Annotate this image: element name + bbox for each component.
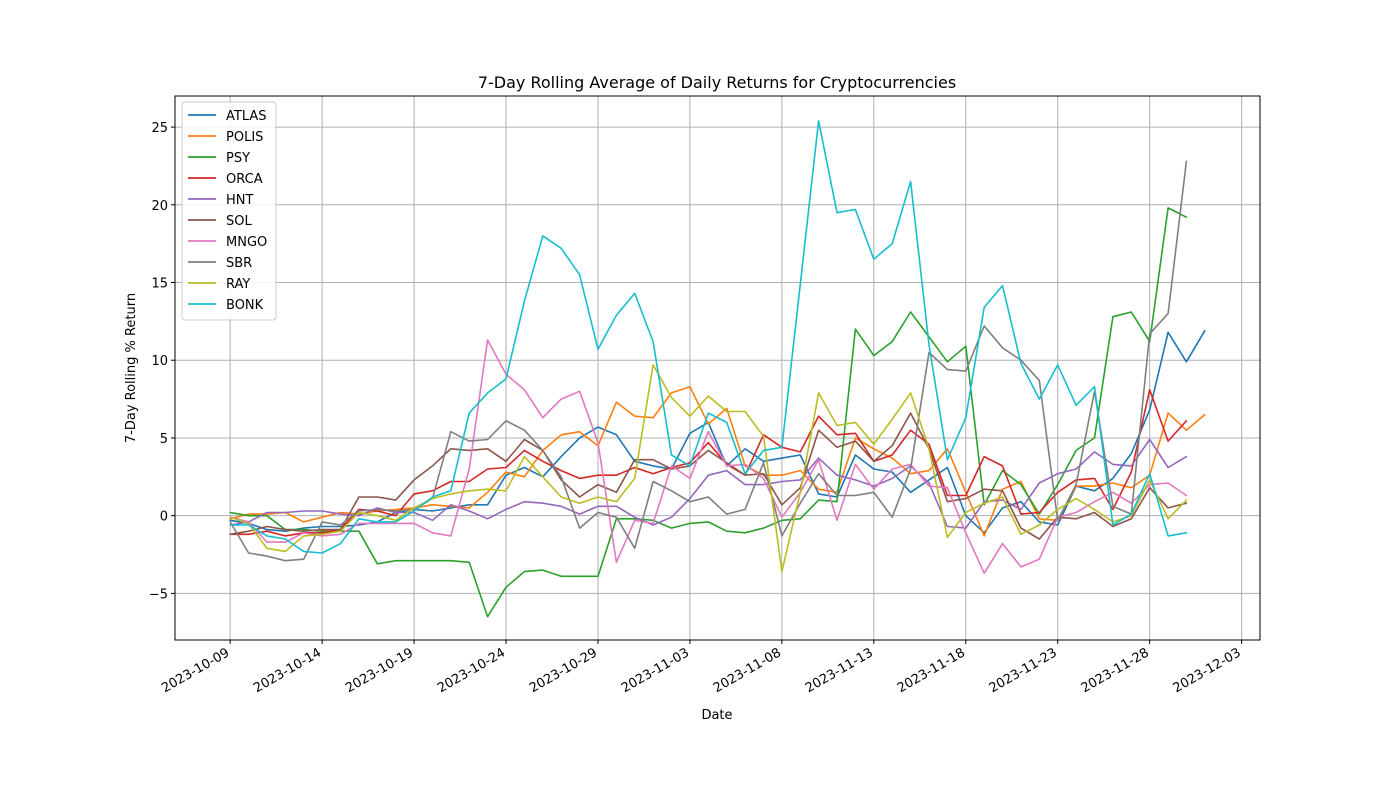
y-axis: −5 0 5 10 15 20 25: [149, 121, 175, 602]
legend-label: SBR: [226, 256, 252, 271]
y-axis-label: 7-Day Rolling % Return: [124, 293, 139, 443]
y-tick-label: 15: [151, 277, 168, 292]
series-line-bonk: [229, 120, 1188, 554]
series-line-ray: [229, 364, 1188, 573]
y-tick-label: 0: [160, 510, 168, 525]
legend-label: POLIS: [226, 130, 263, 145]
legend-label: ATLAS: [226, 109, 267, 124]
legend-label: PSY: [226, 151, 250, 166]
legend-label: SOL: [226, 214, 252, 229]
y-tick-label: 10: [151, 354, 168, 369]
legend-label: ORCA: [226, 172, 263, 187]
legend-label: MNGO: [226, 235, 267, 250]
chart-title: 7-Day Rolling Average of Daily Returns f…: [478, 73, 956, 92]
legend-label: BONK: [226, 298, 264, 313]
y-tick-label: 5: [160, 432, 168, 447]
y-tick-label: −5: [149, 587, 168, 602]
series-line-mngo: [229, 339, 1188, 575]
legend-label: HNT: [226, 193, 254, 208]
y-tick-label: 20: [151, 199, 168, 214]
plot-area-frame: [174, 95, 1261, 641]
legend-label: RAY: [226, 277, 250, 292]
x-axis-label: Date: [701, 708, 732, 723]
legend: ATLAS POLIS PSY ORCA HNT SOL MNGO SBR RAY BONK: [181, 101, 277, 321]
series-line-polis: [229, 385, 1206, 537]
series-line-psy: [229, 207, 1188, 618]
y-tick-label: 25: [151, 121, 168, 136]
series-line-orca: [229, 388, 1188, 537]
series-line-sbr: [229, 160, 1188, 562]
series-lines: [229, 120, 1206, 618]
grid-lines: [175, 96, 1260, 640]
